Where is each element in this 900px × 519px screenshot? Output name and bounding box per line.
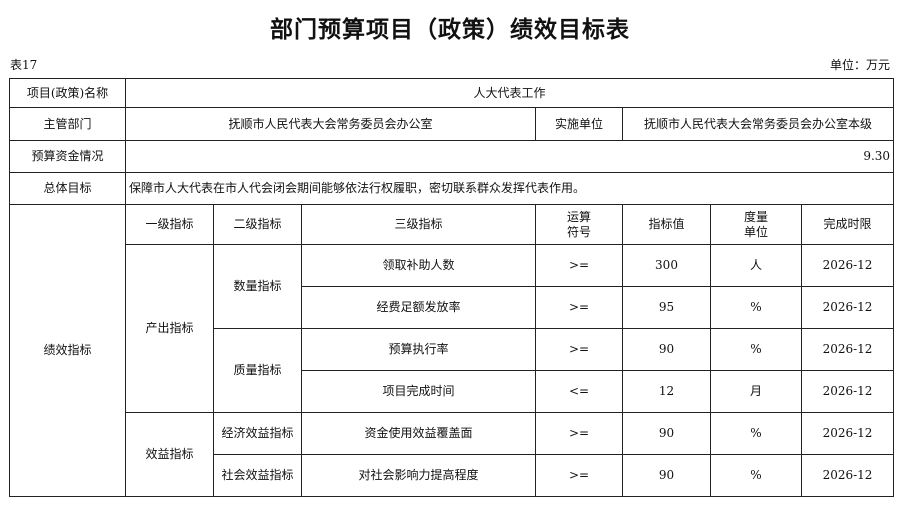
- indicator-op: >=: [535, 328, 623, 371]
- dept-label: 主管部门: [9, 107, 126, 141]
- header-cell: 二级指标: [213, 204, 302, 245]
- budget-value: 9.30: [124, 140, 895, 173]
- indicator-unit: %: [710, 286, 802, 329]
- table-row: 项目完成时间 <= 12 月 2026-12: [10, 370, 895, 413]
- header-text: 度量单位: [743, 209, 768, 239]
- indicator-name: 领取补助人数: [301, 244, 536, 287]
- header-cell: 指标值: [622, 204, 711, 245]
- table-row: 效益指标 经济效益指标 资金使用效益覆盖面 >= 90 % 2026-12: [10, 412, 895, 497]
- header-cell: 三级指标: [301, 204, 536, 245]
- indicator-unit: %: [710, 454, 802, 497]
- table-number: 表17: [10, 58, 38, 72]
- level2-cell: 经济效益指标: [213, 412, 302, 455]
- level1-cell: 产出指标: [125, 244, 214, 413]
- level1-cell: 效益指标: [125, 412, 214, 497]
- indicator-value: 95: [622, 286, 711, 329]
- indicator-deadline: 2026-12: [800, 412, 895, 455]
- unit-label: 单位：万元: [829, 58, 890, 72]
- page-title: 部门预算项目（政策）绩效目标表: [270, 16, 630, 43]
- indicator-deadline: 2026-12: [800, 370, 895, 413]
- perf-label: 绩效指标: [9, 204, 126, 497]
- indicator-name: 对社会影响力提高程度: [301, 454, 536, 497]
- indicator-deadline: 2026-12: [800, 286, 895, 329]
- dept-value: 抚顺市人民代表大会常务委员会办公室: [125, 107, 536, 141]
- budget-label: 预算资金情况: [9, 140, 126, 173]
- table-row: 社会效益指标 对社会影响力提高程度 >= 90 % 2026-12: [10, 454, 895, 497]
- goal-row: 总体目标 保障市人大代表在市人代会闭会期间能够依法行权履职，密切联系群众发挥代表…: [9, 172, 895, 205]
- performance-table: 项目(政策)名称 人大代表工作 主管部门 抚顺市人民代表大会常务委员会办公室 实…: [9, 78, 895, 497]
- table-row: 产出指标 数量指标 领取补助人数 >= 300 人 2026-12: [10, 244, 895, 413]
- level2-cell: 质量指标: [213, 328, 302, 413]
- indicator-name: 资金使用效益覆盖面: [301, 412, 536, 455]
- table-row: 质量指标 预算执行率 >= 90 % 2026-12: [10, 328, 895, 413]
- impl-value: 抚顺市人民代表大会常务委员会办公室本级: [621, 107, 895, 141]
- indicator-deadline: 2026-12: [800, 244, 895, 287]
- project-name: 人大代表工作: [124, 78, 895, 108]
- header-cell: 运算符号: [535, 204, 623, 245]
- indicator-unit: %: [710, 328, 802, 371]
- header-row: 绩效指标 一级指标 二级指标 三级指标 运算符号 指标值 度量单位 完成时限: [9, 204, 895, 497]
- goal-value: 保障市人大代表在市人代会闭会期间能够依法行权履职，密切联系群众发挥代表作用。: [124, 172, 895, 205]
- indicator-op: <=: [535, 370, 623, 413]
- indicator-value: 90: [622, 412, 711, 455]
- header-text: 运算符号: [566, 209, 591, 239]
- indicator-name: 经费足额发放率: [301, 286, 536, 329]
- table-row: 经费足额发放率 >= 95 % 2026-12: [10, 286, 895, 329]
- indicator-value: 90: [622, 454, 711, 497]
- level2-cell: 数量指标: [213, 244, 302, 329]
- indicator-deadline: 2026-12: [800, 328, 895, 371]
- level2-cell: 社会效益指标: [213, 454, 302, 497]
- indicator-unit: 月: [710, 370, 802, 413]
- goal-label: 总体目标: [9, 172, 126, 205]
- indicator-name: 预算执行率: [301, 328, 536, 371]
- indicator-value: 90: [622, 328, 711, 371]
- budget-row: 预算资金情况 9.30: [9, 140, 895, 173]
- header-cell: 一级指标: [125, 204, 214, 245]
- indicator-value: 300: [622, 244, 711, 287]
- impl-label: 实施单位: [535, 107, 623, 141]
- header-cell: 完成时限: [800, 204, 895, 245]
- indicator-op: >=: [535, 454, 623, 497]
- indicator-op: >=: [535, 286, 623, 329]
- indicator-op: >=: [535, 244, 623, 287]
- indicator-op: >=: [535, 412, 623, 455]
- indicator-value: 12: [622, 370, 711, 413]
- dept-row: 主管部门 抚顺市人民代表大会常务委员会办公室 实施单位 抚顺市人民代表大会常务委…: [9, 107, 895, 141]
- indicator-deadline: 2026-12: [800, 454, 895, 497]
- indicator-unit: %: [710, 412, 802, 455]
- indicator-unit: 人: [710, 244, 802, 287]
- project-name-row: 项目(政策)名称 人大代表工作: [9, 78, 895, 108]
- indicator-name: 项目完成时间: [301, 370, 536, 413]
- project-name-label: 项目(政策)名称: [9, 78, 126, 108]
- header-cell: 度量单位: [710, 204, 802, 245]
